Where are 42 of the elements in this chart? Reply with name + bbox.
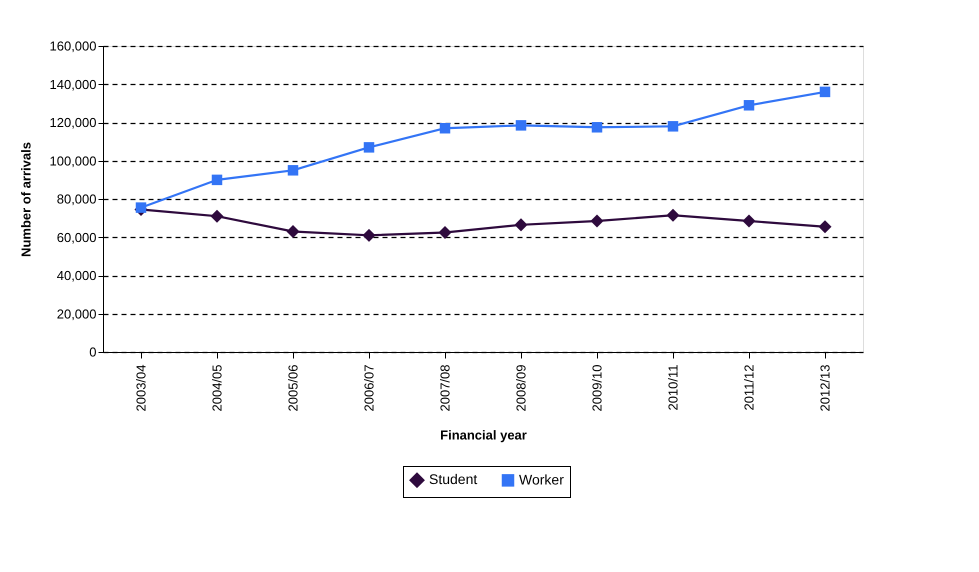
point — [590, 214, 604, 228]
point — [286, 224, 300, 238]
point — [516, 120, 526, 131]
x-tick-label: 2012/13 — [818, 364, 832, 412]
y-tick-label: 160,000 — [50, 38, 96, 54]
y-tick-label: 40,000 — [56, 268, 96, 283]
legend-label: Student — [429, 471, 478, 488]
y-tick-label: 100,000 — [50, 153, 96, 168]
point — [668, 121, 678, 132]
y-tick-label: 20,000 — [56, 306, 96, 322]
y-tick-label: 140,000 — [50, 76, 96, 92]
point — [362, 228, 376, 242]
point — [820, 86, 830, 98]
point — [364, 142, 374, 153]
point — [440, 122, 450, 134]
point — [288, 165, 298, 176]
point — [742, 214, 756, 228]
x-tick-label: 2004/05 — [210, 364, 224, 412]
x-tick-label: 2006/07 — [362, 364, 376, 412]
point — [514, 218, 528, 232]
x-tick-label: 2008/09 — [514, 364, 528, 412]
y-tick-label: 0 — [89, 344, 96, 360]
legend-label: Worker — [519, 471, 564, 488]
y-axis-title: Number of arrivals — [18, 142, 34, 257]
point — [592, 122, 602, 133]
y-tick-label: 60,000 — [56, 230, 96, 245]
point — [666, 208, 680, 222]
point — [210, 210, 224, 223]
point — [438, 226, 452, 239]
point — [744, 100, 754, 111]
point — [818, 220, 832, 234]
y-tick-label: 80,000 — [56, 192, 96, 206]
x-tick-label: 2005/06 — [286, 364, 300, 412]
x-tick-label: 2003/04 — [134, 364, 148, 412]
x-axis-title: Financial year — [440, 427, 527, 442]
point — [136, 202, 146, 213]
point — [212, 174, 222, 186]
x-tick-label: 2009/10 — [590, 364, 604, 412]
x-tick-label: 2010/11 — [666, 364, 680, 411]
x-tick-label: 2007/08 — [438, 364, 452, 412]
x-tick-label: 2011/12 — [742, 364, 756, 411]
y-tick-label: 120,000 — [50, 115, 96, 130]
